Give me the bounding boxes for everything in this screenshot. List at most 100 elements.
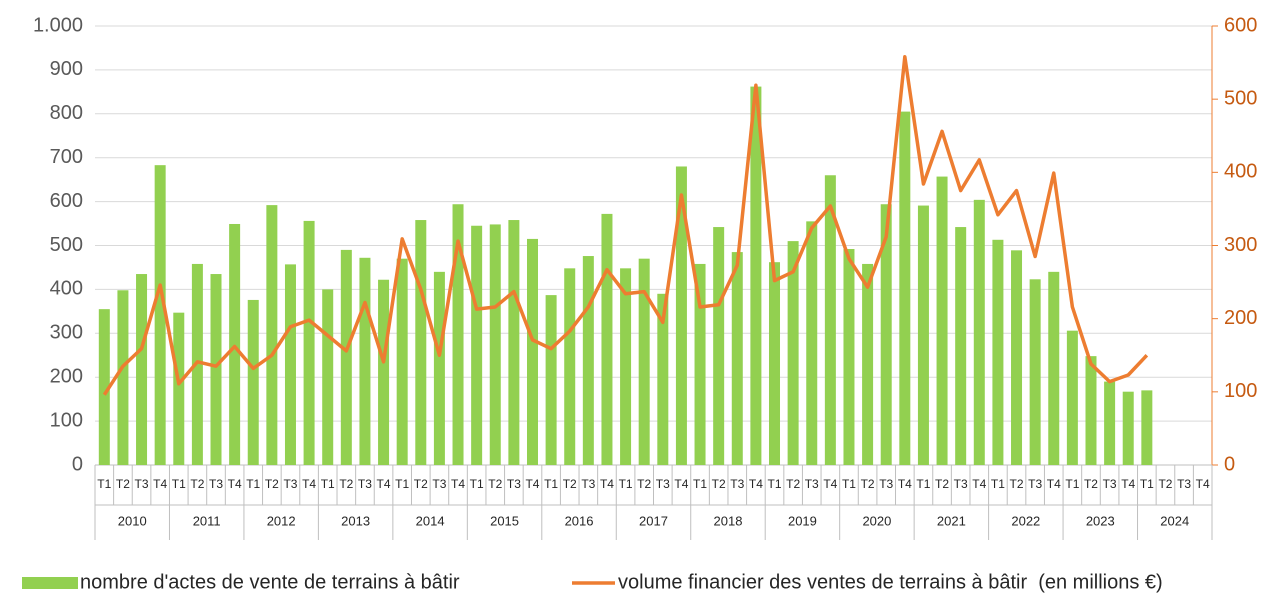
bar bbox=[136, 274, 148, 465]
bar bbox=[750, 86, 762, 465]
year-label: 2020 bbox=[862, 513, 891, 528]
x-tick-label: T4 bbox=[1121, 477, 1135, 491]
x-tick-label: T2 bbox=[637, 477, 651, 491]
y-tick-label: 300 bbox=[50, 322, 83, 344]
bar bbox=[433, 271, 445, 465]
bar bbox=[713, 227, 725, 465]
x-tick-label: T2 bbox=[1158, 477, 1172, 491]
x-tick-label: T4 bbox=[823, 477, 837, 491]
bar bbox=[731, 252, 743, 465]
x-tick-label: T2 bbox=[190, 477, 204, 491]
x-tick-label: T1 bbox=[1065, 477, 1079, 491]
bar bbox=[564, 268, 576, 465]
y-tick-label: 800 bbox=[50, 102, 83, 124]
x-tick-label: T3 bbox=[581, 477, 595, 491]
x-tick-label: T4 bbox=[377, 477, 391, 491]
bar bbox=[489, 224, 501, 465]
year-label: 2012 bbox=[267, 513, 296, 528]
y2-tick-label: 100 bbox=[1224, 380, 1257, 402]
bar bbox=[1141, 390, 1153, 465]
x-tick-label: T3 bbox=[879, 477, 893, 491]
legend-swatch bbox=[22, 577, 78, 589]
y-tick-label: 700 bbox=[50, 146, 83, 168]
bar bbox=[880, 204, 892, 465]
x-tick-label: T3 bbox=[432, 477, 446, 491]
x-tick-label: T1 bbox=[916, 477, 930, 491]
bar bbox=[322, 289, 334, 465]
bar bbox=[526, 238, 538, 465]
x-tick-label: T1 bbox=[768, 477, 782, 491]
bar bbox=[266, 205, 278, 465]
y-tick-label: 1.000 bbox=[33, 14, 83, 36]
y-tick-label: 0 bbox=[72, 453, 83, 475]
x-tick-label: T2 bbox=[563, 477, 577, 491]
x-tick-label: T3 bbox=[805, 477, 819, 491]
bar bbox=[694, 263, 706, 465]
year-label: 2015 bbox=[490, 513, 519, 528]
x-tick-label: T2 bbox=[935, 477, 949, 491]
line bbox=[102, 54, 1149, 396]
bar bbox=[917, 205, 929, 465]
bar bbox=[824, 175, 836, 465]
x-tick-label: T4 bbox=[749, 477, 763, 491]
x-tick-label: T1 bbox=[544, 477, 558, 491]
x-tick-label: T1 bbox=[842, 477, 856, 491]
bar bbox=[229, 223, 241, 465]
y-tick-label: 500 bbox=[50, 234, 83, 256]
bar bbox=[340, 249, 352, 465]
x-tick-label: T3 bbox=[283, 477, 297, 491]
x-tick-label: T3 bbox=[730, 477, 744, 491]
x-tick-label: T4 bbox=[525, 477, 539, 491]
x-tick-label: T2 bbox=[488, 477, 502, 491]
bar bbox=[787, 241, 799, 465]
y-tick-label: 100 bbox=[50, 409, 83, 431]
x-tick-label: T4 bbox=[228, 477, 242, 491]
x-tick-label: T1 bbox=[321, 477, 335, 491]
x-tick-label: T4 bbox=[302, 477, 316, 491]
x-tick-label: T4 bbox=[972, 477, 986, 491]
x-tick-label: T1 bbox=[172, 477, 186, 491]
x-tick-label: T2 bbox=[116, 477, 130, 491]
bar bbox=[1085, 356, 1097, 465]
x-tick-label: T2 bbox=[786, 477, 800, 491]
bar bbox=[657, 293, 669, 465]
bar bbox=[471, 225, 483, 465]
year-label: 2023 bbox=[1086, 513, 1115, 528]
x-tick-label: T1 bbox=[246, 477, 260, 491]
y2-tick-label: 600 bbox=[1224, 14, 1257, 36]
y2-tick-label: 500 bbox=[1224, 87, 1257, 109]
bar bbox=[769, 262, 781, 465]
year-label: 2022 bbox=[1011, 513, 1040, 528]
bar bbox=[98, 309, 110, 465]
bar bbox=[806, 221, 818, 465]
bar bbox=[992, 239, 1004, 465]
x-tick-label: T1 bbox=[693, 477, 707, 491]
x-tick-label: T1 bbox=[1140, 477, 1154, 491]
year-label: 2014 bbox=[416, 513, 445, 528]
bar bbox=[173, 312, 185, 465]
x-tick-label: T4 bbox=[674, 477, 688, 491]
bar bbox=[843, 249, 855, 465]
x-tick-label: T4 bbox=[898, 477, 912, 491]
bar bbox=[154, 165, 166, 465]
bar bbox=[955, 227, 967, 465]
legend-label: volume financier des ventes de terrains … bbox=[618, 571, 1163, 593]
bar bbox=[601, 213, 613, 465]
x-tick-label: T3 bbox=[954, 477, 968, 491]
bar bbox=[359, 257, 371, 465]
x-tick-label: T1 bbox=[97, 477, 111, 491]
x-tick-label: T2 bbox=[339, 477, 353, 491]
x-tick-label: T4 bbox=[600, 477, 614, 491]
x-tick-label: T3 bbox=[209, 477, 223, 491]
x-tick-label: T3 bbox=[507, 477, 521, 491]
bar bbox=[582, 256, 594, 465]
year-label: 2017 bbox=[639, 513, 668, 528]
x-tick-label: T3 bbox=[656, 477, 670, 491]
x-tick-label: T4 bbox=[153, 477, 167, 491]
bar bbox=[620, 268, 632, 465]
year-label: 2019 bbox=[788, 513, 817, 528]
x-tick-label: T2 bbox=[414, 477, 428, 491]
bar bbox=[899, 111, 911, 465]
y-tick-label: 200 bbox=[50, 365, 83, 387]
bar bbox=[508, 220, 520, 465]
